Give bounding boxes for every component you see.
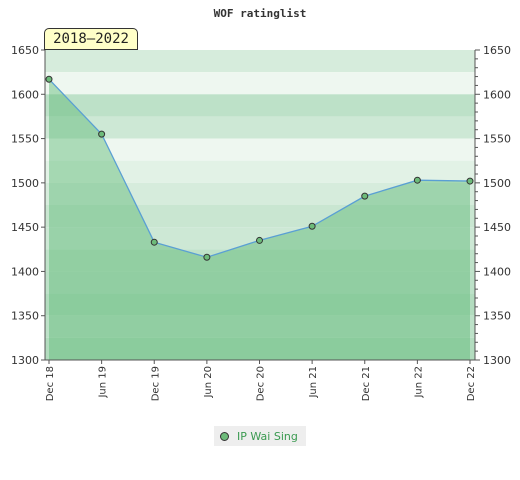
- background-band: [45, 182, 475, 205]
- data-point: [256, 236, 263, 244]
- background-band: [45, 50, 475, 73]
- y-tick-label: 1350: [11, 310, 39, 323]
- legend-marker-icon: [220, 431, 229, 441]
- y-axis-left: 1300 1350 1400 1450 1500 1550 1600 1650: [11, 44, 39, 367]
- background-band: [45, 337, 475, 360]
- data-point: [308, 222, 316, 230]
- y-tick-label: 1650: [11, 44, 39, 57]
- x-tick-label: Jun 19: [98, 366, 109, 399]
- x-axis: Dec 18 Jun 19 Dec 19 Jun 20 Dec 20 Jun 21 Dec …: [45, 366, 477, 401]
- background-band: [45, 205, 475, 228]
- x-tick-label: Jun 20: [203, 366, 214, 399]
- background-band: [45, 271, 475, 294]
- background-band: [45, 72, 475, 95]
- y-tick-label: 1550: [11, 133, 39, 146]
- y-tick-label: 1300: [11, 354, 39, 367]
- x-tick-label: Dec 21: [361, 366, 372, 401]
- background-band: [45, 249, 475, 272]
- y-tick-label: 1300: [483, 354, 511, 367]
- data-point: [466, 177, 474, 185]
- y-tick-label: 1400: [11, 265, 39, 278]
- background-band: [45, 160, 475, 183]
- data-point: [150, 238, 158, 246]
- data-point: [45, 75, 53, 83]
- background-band: [45, 116, 475, 139]
- x-tick-label: Dec 20: [256, 366, 267, 401]
- y-tick-label: 1450: [11, 221, 39, 234]
- y-tick-label: 1600: [483, 88, 511, 101]
- x-tick-label: Jun 21: [308, 366, 319, 399]
- data-point: [98, 130, 106, 138]
- y-tick-label: 1600: [11, 88, 39, 101]
- y-tick-label: 1650: [483, 44, 511, 57]
- x-tick-label: Dec 19: [150, 366, 161, 401]
- background-band: [45, 94, 475, 117]
- legend[interactable]: IP Wai Sing: [214, 426, 306, 446]
- x-tick-label: Dec 18: [45, 366, 56, 401]
- date-range-label: 2018–2022: [44, 28, 138, 50]
- data-point: [203, 253, 211, 261]
- y-tick-label: 1550: [483, 133, 511, 146]
- y-tick-label: 1450: [483, 221, 511, 234]
- background-band: [45, 138, 475, 161]
- data-point: [413, 176, 421, 184]
- y-tick-label: 1350: [483, 310, 511, 323]
- background-band: [45, 293, 475, 316]
- y-axis-right: 1300 1350 1400 1450 1500 1550 1600 1650: [483, 44, 511, 367]
- data-point: [361, 192, 369, 200]
- chart-title: WOF ratinglist: [214, 7, 307, 20]
- y-tick-label: 1500: [483, 177, 511, 190]
- series-area: [49, 79, 470, 360]
- data-points: [45, 75, 474, 261]
- y-tick-label: 1500: [11, 177, 39, 190]
- axes: [41, 49, 480, 364]
- background-band: [45, 315, 475, 338]
- y-tick-label: 1400: [483, 265, 511, 278]
- legend-series-label: IP Wai Sing: [237, 429, 298, 443]
- x-tick-label: Jun 22: [413, 366, 424, 399]
- x-tick-label: Dec 22: [466, 366, 477, 401]
